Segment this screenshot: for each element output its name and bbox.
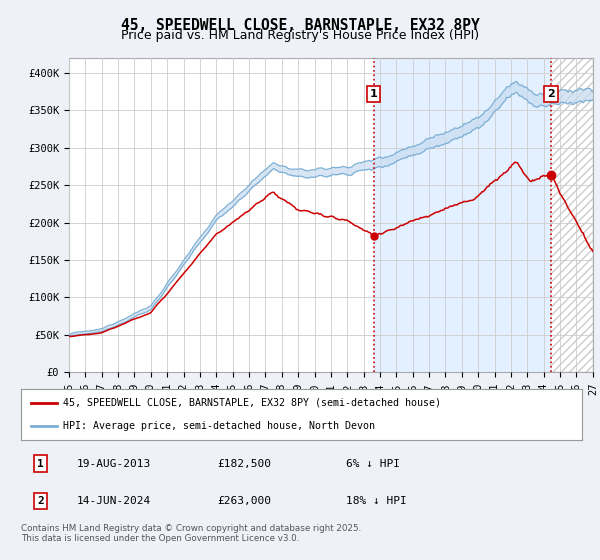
Text: HPI: Average price, semi-detached house, North Devon: HPI: Average price, semi-detached house,… xyxy=(63,421,375,431)
Text: 1: 1 xyxy=(37,459,44,469)
Text: 6% ↓ HPI: 6% ↓ HPI xyxy=(346,459,400,469)
Text: £182,500: £182,500 xyxy=(217,459,271,469)
Text: 1: 1 xyxy=(370,89,377,99)
Text: 45, SPEEDWELL CLOSE, BARNSTAPLE, EX32 8PY (semi-detached house): 45, SPEEDWELL CLOSE, BARNSTAPLE, EX32 8P… xyxy=(63,398,441,408)
Text: £263,000: £263,000 xyxy=(217,496,271,506)
Text: Price paid vs. HM Land Registry's House Price Index (HPI): Price paid vs. HM Land Registry's House … xyxy=(121,29,479,42)
Bar xyxy=(551,58,593,372)
Bar xyxy=(374,58,551,372)
Text: Contains HM Land Registry data © Crown copyright and database right 2025.
This d: Contains HM Land Registry data © Crown c… xyxy=(21,524,361,543)
Text: 19-AUG-2013: 19-AUG-2013 xyxy=(77,459,151,469)
Text: 2: 2 xyxy=(37,496,44,506)
Text: 2: 2 xyxy=(547,89,555,99)
Text: 45, SPEEDWELL CLOSE, BARNSTAPLE, EX32 8PY: 45, SPEEDWELL CLOSE, BARNSTAPLE, EX32 8P… xyxy=(121,18,479,33)
Text: 14-JUN-2024: 14-JUN-2024 xyxy=(77,496,151,506)
Bar xyxy=(551,58,593,372)
Text: 18% ↓ HPI: 18% ↓ HPI xyxy=(346,496,407,506)
